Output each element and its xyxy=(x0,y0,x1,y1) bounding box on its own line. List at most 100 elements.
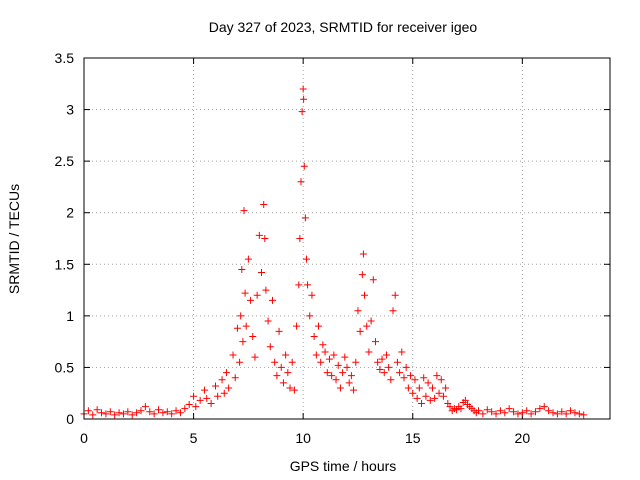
data-point xyxy=(172,407,180,415)
data-point xyxy=(365,348,373,356)
data-point xyxy=(119,410,127,418)
data-point xyxy=(580,411,588,419)
data-point xyxy=(155,406,163,414)
data-point xyxy=(575,410,583,418)
data-point xyxy=(488,408,496,416)
x-tick-label: 20 xyxy=(515,430,531,446)
data-point xyxy=(218,376,226,384)
data-point xyxy=(141,403,149,411)
data-point xyxy=(439,392,447,400)
data-point xyxy=(422,392,430,400)
data-point xyxy=(396,369,404,377)
data-point xyxy=(262,286,270,294)
data-point xyxy=(300,95,308,103)
data-point xyxy=(176,409,184,417)
data-point xyxy=(315,322,323,330)
data-point xyxy=(391,291,399,299)
data-point xyxy=(181,405,189,413)
data-point xyxy=(358,271,366,279)
data-point xyxy=(266,343,274,351)
data-point xyxy=(347,372,355,380)
data-point xyxy=(402,363,410,371)
x-axis-label: GPS time / hours xyxy=(290,458,397,474)
data-point xyxy=(418,400,426,408)
data-point xyxy=(505,405,513,413)
data-point xyxy=(461,396,469,404)
data-point xyxy=(496,407,504,415)
data-points xyxy=(80,85,588,419)
data-point xyxy=(562,410,570,418)
data-point xyxy=(336,384,344,392)
data-point xyxy=(304,281,312,289)
data-point xyxy=(241,289,249,297)
data-point xyxy=(293,322,301,330)
data-point xyxy=(332,376,340,384)
data-point xyxy=(385,363,393,371)
data-point xyxy=(549,409,557,417)
data-point xyxy=(231,374,239,382)
data-point xyxy=(253,291,261,299)
data-point xyxy=(273,372,281,380)
data-point xyxy=(540,403,548,411)
data-point xyxy=(571,409,579,417)
data-point xyxy=(330,351,338,359)
data-point xyxy=(356,327,364,335)
data-point xyxy=(367,317,375,325)
data-point xyxy=(284,369,292,377)
data-point xyxy=(106,408,114,416)
data-point xyxy=(446,403,454,411)
data-point xyxy=(389,307,397,315)
data-point xyxy=(475,407,482,415)
data-point xyxy=(229,351,237,359)
data-point xyxy=(264,317,272,325)
data-point xyxy=(115,409,123,417)
data-point xyxy=(527,410,535,418)
data-point xyxy=(359,250,367,258)
data-point xyxy=(437,376,445,384)
data-point xyxy=(442,384,450,392)
data-point xyxy=(387,376,395,384)
plot-frame xyxy=(83,57,611,420)
data-point xyxy=(261,235,269,242)
data-point xyxy=(514,410,522,418)
data-point xyxy=(354,307,362,315)
data-point xyxy=(93,406,101,414)
data-point xyxy=(124,408,132,416)
data-point xyxy=(275,327,283,335)
data-point xyxy=(212,382,219,390)
data-point xyxy=(345,379,353,387)
data-point xyxy=(190,392,198,400)
x-tick-label: 10 xyxy=(295,430,311,446)
data-point xyxy=(378,355,386,363)
data-point xyxy=(323,369,331,377)
data-point xyxy=(319,341,327,349)
data-point xyxy=(553,410,561,418)
y-tick-label: 3 xyxy=(66,102,74,118)
data-point xyxy=(296,235,304,242)
data-point xyxy=(298,108,306,116)
data-point xyxy=(312,351,320,359)
data-point xyxy=(343,363,351,371)
data-point xyxy=(409,389,417,397)
data-point xyxy=(150,410,158,418)
data-point xyxy=(300,162,308,170)
y-tick-label: 1.5 xyxy=(55,256,75,272)
data-point xyxy=(279,379,287,387)
data-point xyxy=(510,408,518,416)
data-point xyxy=(567,407,575,415)
data-point xyxy=(133,409,141,417)
data-point xyxy=(236,358,244,366)
data-point xyxy=(363,322,371,330)
data-point xyxy=(328,372,336,380)
data-point xyxy=(220,389,228,397)
data-point xyxy=(251,353,259,361)
grid-lines xyxy=(84,58,610,419)
data-point xyxy=(288,358,296,366)
data-point xyxy=(339,369,347,377)
y-tick-label: 3.5 xyxy=(55,50,75,66)
data-point xyxy=(483,406,491,414)
x-tick-label: 15 xyxy=(405,430,421,446)
data-point xyxy=(321,348,329,356)
data-point xyxy=(369,276,377,284)
